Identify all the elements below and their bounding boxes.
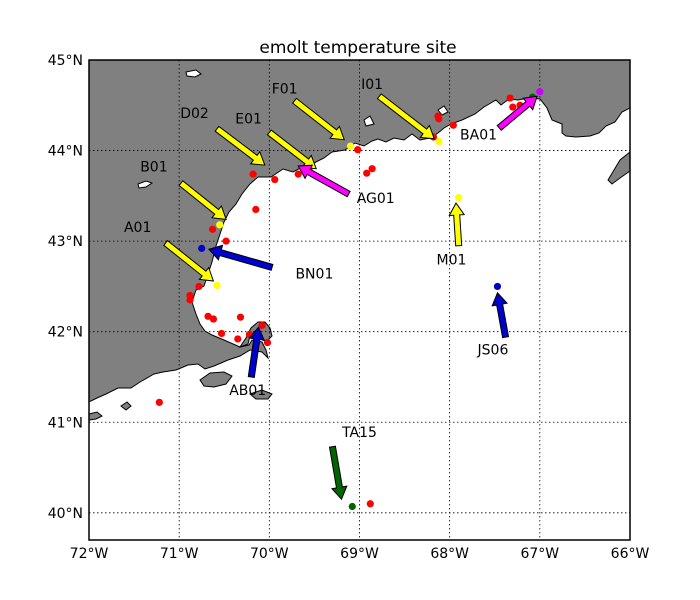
station-dot-red (509, 103, 516, 110)
station-dot-red (222, 238, 229, 245)
y-tick-label: 42°N (48, 325, 83, 341)
x-tick-label: 66°W (611, 546, 650, 562)
station-dot-red (250, 171, 257, 178)
station-dot-yellow (213, 282, 220, 289)
station-dot-red (295, 171, 302, 178)
x-tick-label: 67°W (520, 546, 559, 562)
site-label-ba01: BA01 (460, 128, 497, 144)
site-label-ag01: AG01 (357, 191, 395, 207)
station-dot-red (218, 330, 225, 337)
site-label-bn01: BN01 (295, 266, 333, 282)
site-label-d02: D02 (180, 106, 209, 122)
station-dot-red (237, 314, 244, 321)
station-dot-red (271, 176, 278, 183)
site-label-b01: B01 (140, 159, 167, 175)
station-dot-red (367, 500, 374, 507)
site-label-js06: JS06 (477, 342, 509, 358)
station-dot-yellow (455, 194, 462, 201)
site-label-i01: I01 (361, 77, 383, 93)
station-dot-red (156, 399, 163, 406)
station-dot-violet (536, 88, 543, 95)
site-label-ab01: AB01 (229, 383, 266, 399)
station-dot-blue (198, 245, 205, 252)
station-dot-yellow (216, 221, 223, 228)
station-dot-red (210, 315, 217, 322)
station-dot-red (369, 165, 376, 172)
station-dot-red (434, 113, 441, 120)
station-dot-yellow (347, 142, 354, 149)
y-tick-label: 43°N (48, 234, 83, 250)
site-label-a01: A01 (124, 220, 151, 236)
x-tick-label: 68°W (430, 546, 469, 562)
station-dot-red (506, 94, 513, 101)
station-dot-green (349, 503, 356, 510)
station-dot-red (252, 206, 259, 213)
station-dot-red (186, 296, 193, 303)
x-tick-label: 72°W (70, 546, 109, 562)
site-label-ta15: TA15 (341, 425, 377, 441)
map-title: emolt temperature site (259, 38, 456, 58)
y-tick-label: 45°N (48, 53, 83, 69)
x-tick-label: 69°W (340, 546, 379, 562)
site-label-f01: F01 (272, 82, 298, 98)
station-dot-red (234, 335, 241, 342)
station-dot-red (354, 146, 361, 153)
site-label-m01: M01 (437, 253, 467, 269)
y-tick-label: 40°N (48, 506, 83, 522)
station-dot-blue (494, 283, 501, 290)
y-tick-label: 41°N (48, 415, 83, 431)
y-tick-label: 44°N (48, 144, 83, 160)
station-dot-red (195, 283, 202, 290)
station-dot-red (264, 339, 271, 346)
x-tick-label: 70°W (250, 546, 289, 562)
station-dot-red (259, 322, 266, 329)
station-dot-red (450, 122, 457, 129)
x-tick-label: 71°W (160, 546, 199, 562)
station-dot-red (209, 226, 216, 233)
site-label-e01: E01 (235, 111, 262, 127)
